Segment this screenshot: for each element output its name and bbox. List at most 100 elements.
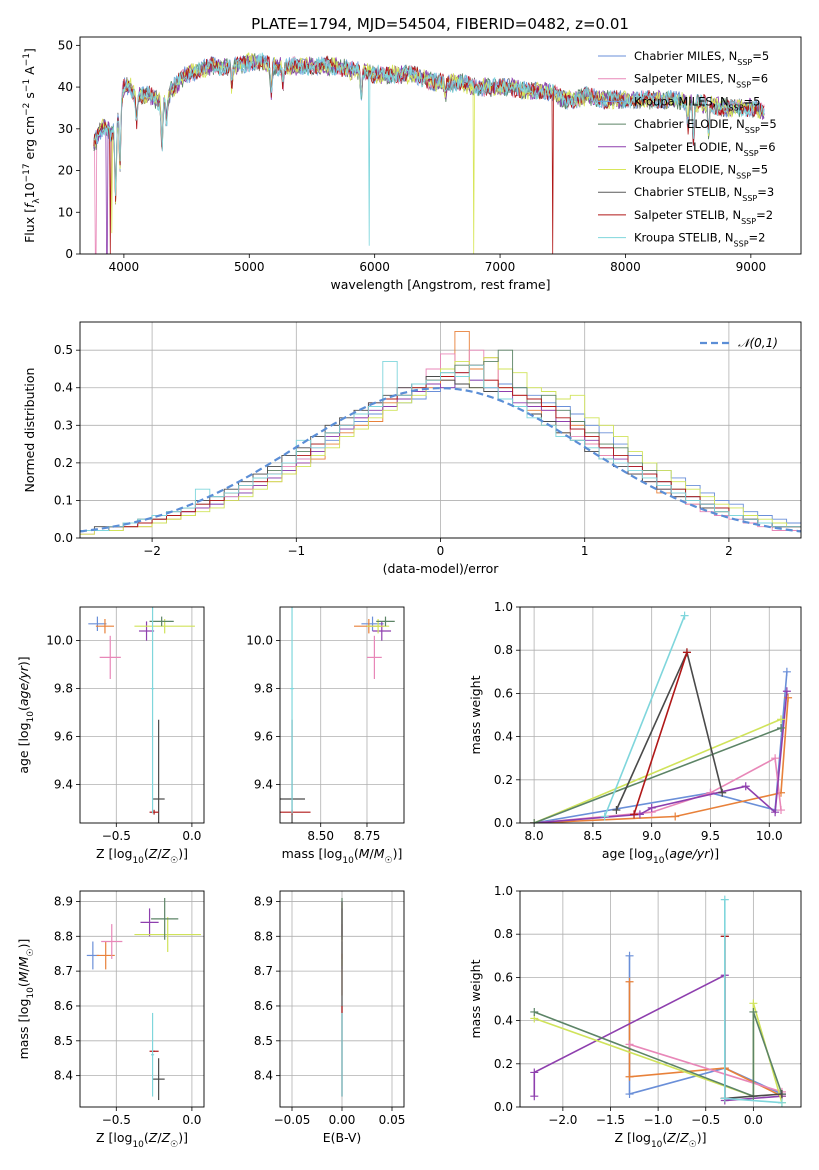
axes-frame	[519, 606, 802, 824]
weight-marker	[530, 819, 539, 823]
y-tick-label: 9.4	[54, 778, 73, 792]
panel-age-vs-Z: −0.5 0.09.49.69.810.0Z [log10(Z/Z☉)]age […	[16, 606, 205, 866]
label-part: ☉	[26, 948, 36, 956]
data-point	[152, 1058, 165, 1101]
y-tick-label: 0.2	[494, 1057, 513, 1071]
x-tick-label: 0	[437, 544, 445, 558]
label-part: Z	[148, 1130, 158, 1145]
y-tick-label: 20	[58, 164, 73, 178]
y-tick-label: 8.9	[254, 894, 273, 908]
label-part: )]	[178, 1130, 188, 1145]
y-tick-label: 0.4	[494, 1014, 513, 1028]
y-tick-label: 8.7	[54, 964, 73, 978]
legend-sub: SSP	[736, 80, 751, 89]
legend-text: Salpeter MILES, N	[634, 72, 736, 86]
weight-series-5	[534, 1011, 783, 1098]
x-tick-label: 0.00	[329, 1113, 356, 1127]
weight-marker	[777, 806, 786, 815]
label-part: )]	[697, 1130, 707, 1145]
y-tick-label: 9.6	[254, 730, 273, 744]
legend-text: Chabrier ELODIE, N	[634, 117, 745, 131]
label-part: ]	[22, 48, 37, 53]
x-axis-label: age [log10(age/yr)]	[602, 846, 719, 866]
legend-text: Salpeter ELODIE, N	[634, 140, 744, 154]
legend-text: Chabrier MILES, N	[634, 49, 737, 63]
histogram-series-8	[80, 360, 801, 531]
x-tick-label: 1	[581, 544, 589, 558]
legend-text: =6	[751, 72, 768, 86]
weight-marker	[749, 1007, 758, 1016]
legend-text: =5	[751, 163, 768, 177]
weight-marker	[771, 808, 780, 817]
legend-entry: Kroupa STELIB, NSSP=2	[634, 231, 765, 249]
spectrum-series-8	[93, 52, 765, 246]
weight-series-8	[603, 615, 686, 817]
label-part: 10	[22, 182, 37, 198]
weight-marker	[706, 788, 715, 797]
weight-marker	[625, 1090, 634, 1099]
legend-text: =5	[752, 49, 769, 63]
x-tick-label: 9.5	[701, 829, 720, 843]
weight-marker	[625, 977, 634, 986]
weight-marker	[720, 1094, 729, 1103]
legend-sub: SSP	[744, 148, 759, 157]
label-part: 10	[26, 987, 36, 999]
label-part: (	[16, 706, 31, 711]
x-tick-label: 4000	[109, 260, 140, 274]
label-part: A	[22, 66, 37, 79]
label-part: Z [log	[614, 1130, 650, 1145]
y-tick-label: 0.0	[494, 1100, 513, 1114]
y-tick-label: 9.8	[54, 682, 73, 696]
panel-weight-vs-Z: −2.0 −1.5 −1.0 −0.5 0.0 0.0 0.2 0.4 0.6 0.8 1.0 Z […	[468, 884, 802, 1150]
y-tick-label: 8.4	[254, 1069, 273, 1083]
label-part: 10	[653, 856, 665, 866]
y-tick-label: 0.5	[54, 343, 73, 357]
data-point	[134, 917, 201, 952]
weight-marker	[612, 806, 621, 815]
weight-marker	[782, 687, 791, 696]
weight-marker	[741, 782, 750, 791]
y-tick-label: 0.2	[494, 773, 513, 787]
weight-marker	[600, 812, 609, 821]
y-tick-label: 0	[65, 247, 73, 261]
label-part: ☉	[170, 856, 178, 866]
label-part: −2	[22, 103, 32, 116]
data-point	[151, 607, 155, 814]
x-tick-label: 8.75	[354, 829, 381, 843]
plot-area-mass-vs-EBV	[341, 897, 343, 1097]
y-tick-label: 8.6	[254, 999, 273, 1013]
panel-spectrum: 4000 5000 6000 7000 8000 9000 0 10 20 30 40 50 wavel…	[22, 36, 802, 292]
y-tick-label: 0.3	[54, 418, 73, 432]
label-part: (	[144, 1130, 149, 1145]
plot-area-spectrum	[93, 52, 765, 254]
legend-sub: SSP	[742, 194, 757, 203]
label-part: 10	[342, 856, 354, 866]
y-tick-label: 40	[58, 80, 73, 94]
legend-sub: SSP	[729, 103, 744, 112]
label-part: 10	[132, 856, 144, 866]
plot-area-residuals	[80, 330, 801, 535]
label-part: )]	[16, 939, 31, 949]
x-tick-label: 8.0	[525, 829, 544, 843]
legend-entry: Chabrier MILES, NSSP=5	[634, 49, 769, 67]
x-axis-label: (data-model)/error	[383, 561, 500, 576]
legend-text: =5	[744, 94, 761, 108]
weight-series-3	[534, 691, 788, 823]
label-part: −17	[22, 163, 32, 182]
y-axis-label: Flux [fλ10−17 erg cm−2 s−1 A−1]	[22, 48, 42, 243]
x-tick-label: 9.0	[642, 829, 661, 843]
weight-marker	[630, 810, 639, 819]
label-part: Z	[679, 1130, 689, 1145]
label-part: −1	[22, 79, 32, 92]
legend-entry: Salpeter ELODIE, NSSP=6	[634, 140, 776, 158]
data-point	[152, 719, 165, 823]
panels: 4000 5000 6000 7000 8000 900001020304050wavel…	[16, 36, 802, 1150]
x-tick-label: −0.5	[102, 1113, 131, 1127]
weight-marker	[530, 1068, 539, 1077]
weight-marker	[680, 611, 689, 620]
x-tick-label: 0.05	[379, 1113, 406, 1127]
label-part: age/yr	[16, 665, 31, 706]
